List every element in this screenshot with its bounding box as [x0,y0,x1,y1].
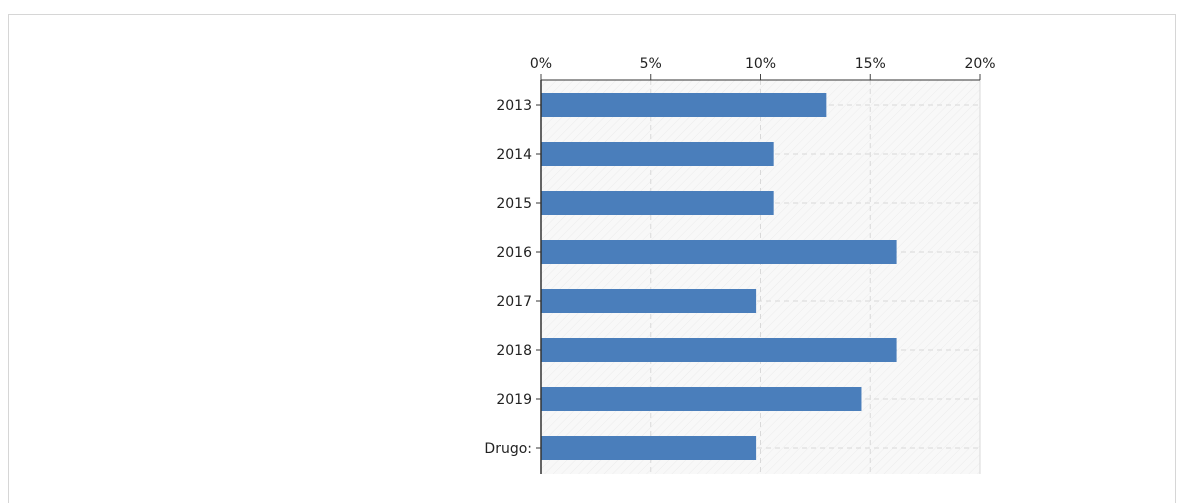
y-tick-label: 2019 [496,392,532,408]
bar [541,289,757,313]
y-tick-label: 2015 [496,196,532,212]
bar [541,240,897,264]
bars [541,93,897,460]
y-tick-label: 2014 [496,147,532,163]
bar [541,436,757,460]
y-tick-label: 2017 [496,294,532,310]
bar [541,142,774,166]
tick-labels: 0% 5% 10% 15% 20% 2013 2014 2015 2016 2017 2018 201… [484,56,995,457]
y-tick-label: Drugo: [484,441,532,457]
x-tick-label: 0% [530,56,552,72]
axes [536,74,981,474]
y-tick-label: 2018 [496,343,532,359]
x-tick-label: 15% [855,56,886,72]
bar [541,338,897,362]
bar [541,387,862,411]
x-tick-label: 10% [745,56,776,72]
bar [541,93,827,117]
x-tick-label: 20% [964,56,995,72]
x-tick-label: 5% [640,56,662,72]
y-tick-label: 2016 [496,245,532,261]
y-tick-label: 2013 [496,98,532,114]
bar [541,191,774,215]
